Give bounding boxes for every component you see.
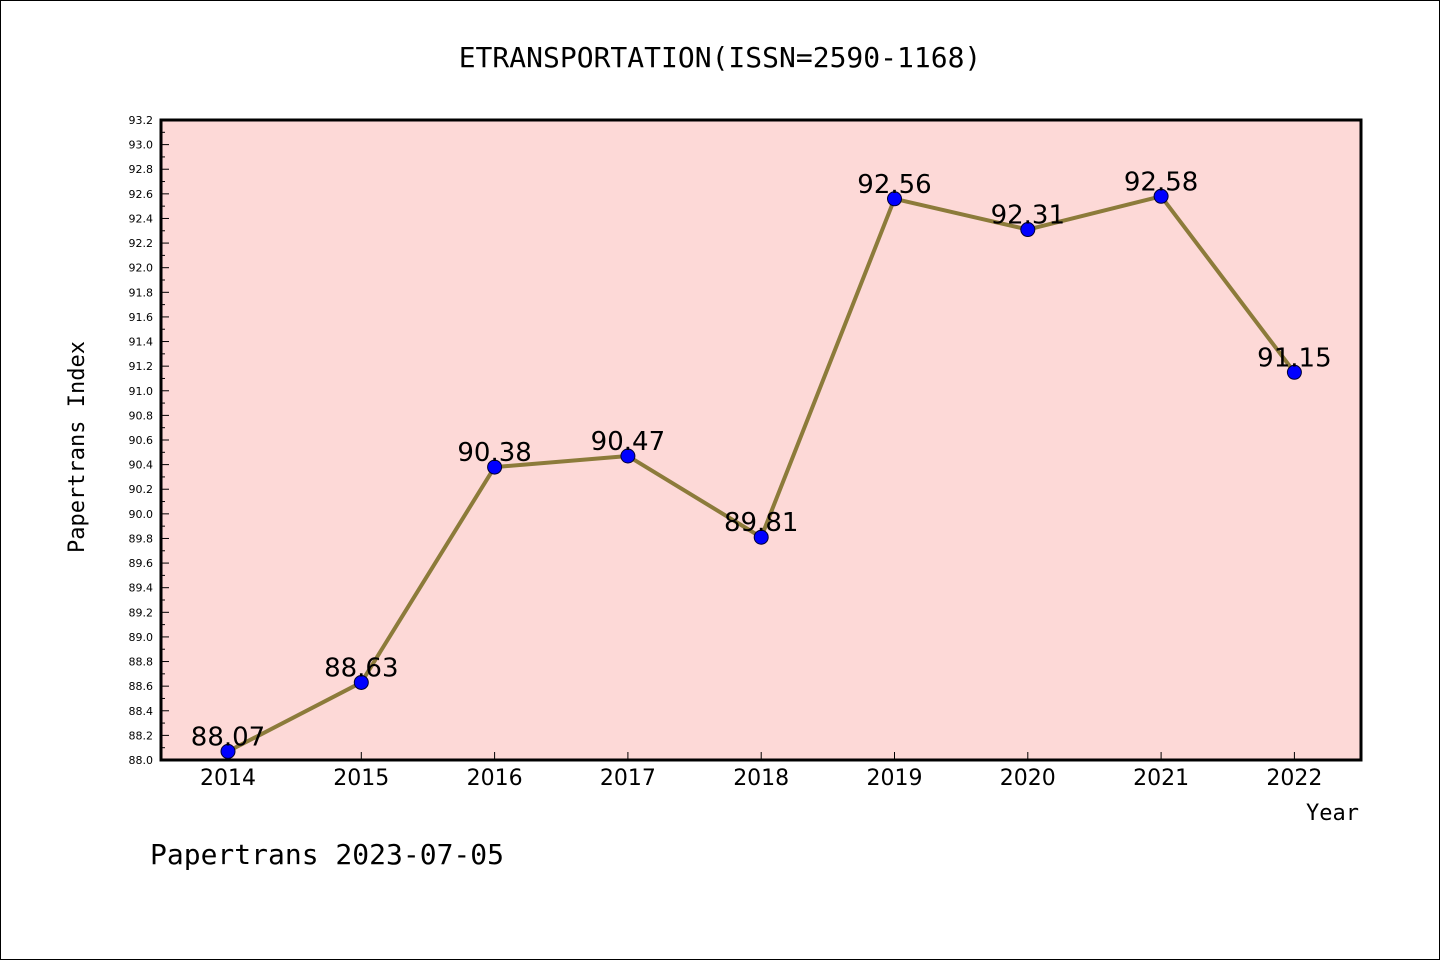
y-tick-label: 88.8 — [129, 656, 154, 669]
y-tick-label: 91.8 — [129, 286, 154, 299]
data-label: 88.63 — [324, 653, 398, 683]
y-tick-label: 89.2 — [129, 606, 154, 619]
y-axis: 88.0 88.2 88.4 88.6 88.8 89.0 89.2 89.4 89.6 89.8… — [129, 114, 169, 767]
data-point-marker — [753, 529, 769, 545]
data-label: 92.31 — [991, 201, 1065, 231]
data-point-marker — [487, 459, 503, 475]
y-tick-label: 92.0 — [129, 262, 154, 275]
y-tick-label: 93.0 — [129, 139, 154, 152]
data-point-marker — [1153, 188, 1169, 204]
y-tick-label: 91.6 — [129, 311, 154, 324]
y-tick-label: 90.0 — [129, 508, 154, 521]
data-label: 90.47 — [591, 427, 665, 457]
x-tick-label: 2018 — [733, 766, 789, 791]
x-tick-label: 2014 — [200, 766, 256, 791]
data-point-marker — [1020, 222, 1036, 238]
x-tick-label: 2016 — [467, 766, 523, 791]
x-tick-label: 2020 — [1000, 766, 1056, 791]
y-tick-label: 89.8 — [129, 532, 154, 545]
y-tick-label: 89.6 — [129, 557, 154, 570]
y-tick-label: 92.4 — [129, 212, 154, 225]
data-point-marker — [620, 448, 636, 464]
x-tick-label: 2022 — [1266, 766, 1322, 791]
data-label: 91.15 — [1257, 343, 1331, 373]
x-axis: 2014 2015 2016 2017 2018 2019 2020 2021 2022 — [200, 752, 1322, 791]
data-point-marker — [887, 191, 902, 207]
data-label: 89.81 — [724, 508, 798, 538]
data-point-marker — [353, 674, 369, 690]
y-tick-label: 92.6 — [129, 188, 154, 201]
y-tick-label: 89.0 — [129, 631, 154, 644]
y-tick-label: 92.8 — [129, 163, 154, 176]
x-axis-label: Year — [1306, 801, 1359, 826]
y-tick-label: 93.2 — [129, 114, 154, 127]
x-tick-label: 2017 — [600, 766, 656, 791]
data-label: 88.07 — [191, 722, 265, 752]
data-point-marker — [220, 743, 236, 759]
y-tick-label: 88.6 — [129, 680, 154, 693]
chart-title: ETRANSPORTATION(ISSN=2590-1168) — [459, 41, 982, 74]
y-tick-label: 88.2 — [129, 729, 154, 742]
x-tick-label: 2015 — [333, 766, 389, 791]
y-tick-label: 88.0 — [129, 754, 154, 767]
data-label-group: 88.07 88.63 90.38 90.47 89.81 92.56 92.31 92.58… — [191, 167, 1332, 752]
y-tick-label: 91.4 — [129, 336, 154, 349]
data-point-marker — [1286, 364, 1302, 380]
y-tick-label: 90.4 — [129, 459, 154, 472]
x-tick-label: 2021 — [1133, 766, 1189, 791]
y-tick-label: 90.6 — [129, 434, 154, 447]
y-tick-label: 91.0 — [129, 385, 154, 398]
y-tick-label: 88.4 — [129, 705, 154, 718]
y-tick-label: 89.4 — [129, 582, 154, 595]
x-tick-label: 2019 — [867, 766, 923, 791]
y-tick-label: 90.2 — [129, 483, 154, 496]
y-axis-label: Papertrans Index — [65, 341, 90, 553]
footer-text: Papertrans 2023-07-05 — [150, 838, 504, 871]
data-label: 92.56 — [857, 170, 931, 200]
y-tick-label: 90.8 — [129, 409, 154, 422]
plot-area — [159, 118, 1363, 762]
marker-group — [220, 188, 1302, 759]
y-tick-label: 92.2 — [129, 237, 154, 250]
data-label: 92.58 — [1124, 167, 1198, 197]
y-tick-label: 91.2 — [129, 360, 154, 373]
data-label: 90.38 — [457, 438, 531, 468]
